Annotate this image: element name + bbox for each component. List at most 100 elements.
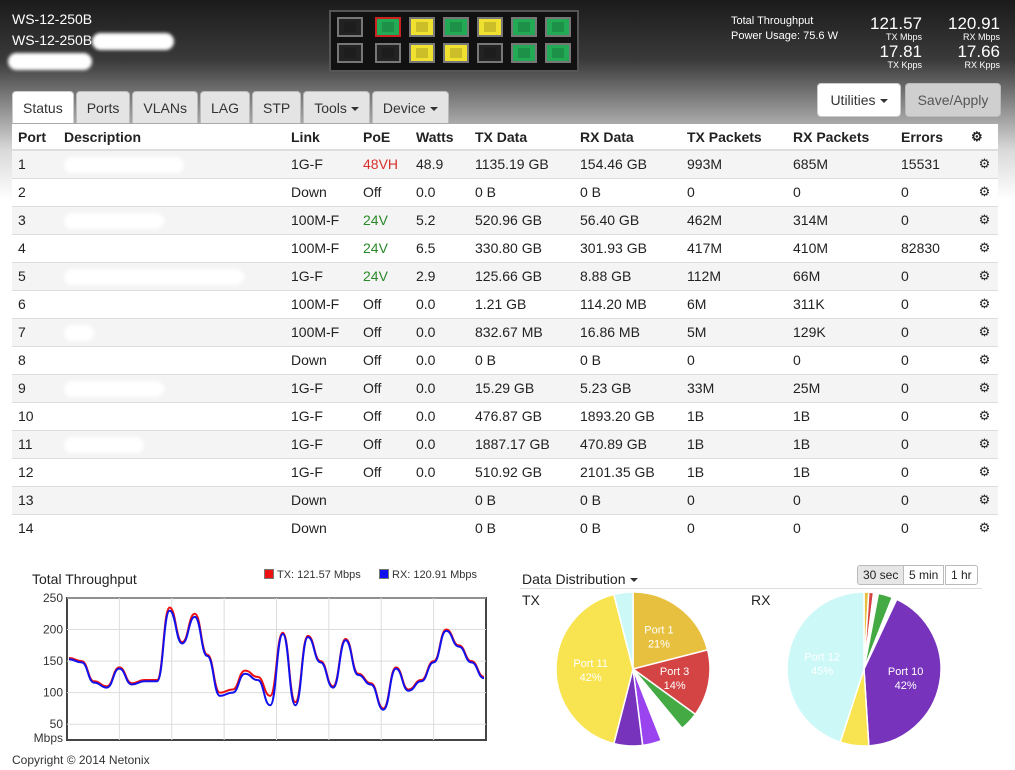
distribution-divider — [520, 588, 982, 589]
col-port[interactable]: Port — [12, 124, 58, 151]
col-rx-data[interactable]: RX Data — [574, 124, 681, 151]
port-settings-gear-icon[interactable]: ⚙ — [965, 317, 998, 346]
rx-swatch — [379, 569, 389, 579]
table-row[interactable]: 10 1G-F Off 0.0 476.87 GB 1893.20 GB 1B 1B 0 ⚙ — [12, 401, 998, 430]
tab-stp[interactable]: STP — [251, 91, 302, 123]
tab-ports[interactable]: Ports — [75, 91, 131, 123]
port-settings-gear-icon[interactable]: ⚙ — [965, 233, 998, 262]
port-indicator-8[interactable] — [337, 43, 363, 63]
port-indicator-1[interactable] — [337, 17, 363, 37]
col-link[interactable]: Link — [285, 124, 357, 151]
pie-slice-label: Port 1 — [644, 625, 673, 637]
cell-watts: 2.9 — [410, 261, 469, 290]
table-row[interactable]: 1 1G-F 48VH 48.9 1135.19 GB 154.46 GB 993M 685M… — [12, 149, 998, 178]
cell-errors: 0 — [895, 457, 965, 486]
cell-tx-packets: 6M — [681, 289, 787, 318]
col-watts[interactable]: Watts — [410, 124, 469, 151]
col-description[interactable]: Description — [58, 124, 285, 151]
data-distribution-menu[interactable]: Data Distribution — [522, 571, 638, 587]
utilities-button[interactable]: Utilities — [817, 83, 901, 117]
tab-device[interactable]: Device — [371, 91, 449, 123]
tab-tools[interactable]: Tools — [303, 91, 370, 123]
port-indicator-14[interactable] — [545, 43, 571, 63]
cell-description — [58, 205, 285, 234]
tx-swatch — [264, 569, 274, 579]
device-name-secondary: WS-12-250B — [12, 32, 93, 48]
port-indicator-4[interactable] — [443, 17, 469, 37]
column-settings-gear-icon[interactable]: ⚙ — [965, 124, 998, 151]
port-settings-gear-icon[interactable]: ⚙ — [965, 177, 998, 206]
port-indicator-13[interactable] — [511, 43, 537, 63]
tx-kpps-unit: TX Kpps — [887, 60, 922, 70]
port-indicator-6[interactable] — [511, 17, 537, 37]
tab-status[interactable]: Status — [12, 91, 74, 123]
cell-errors: 0 — [895, 373, 965, 402]
cell-poe: Off — [357, 177, 410, 206]
port-settings-gear-icon[interactable]: ⚙ — [965, 429, 998, 458]
port-settings-gear-icon[interactable]: ⚙ — [965, 149, 998, 178]
tab-vlans[interactable]: VLANs — [132, 91, 198, 123]
cell-watts: 48.9 — [410, 149, 469, 178]
cell-poe — [357, 513, 410, 542]
tab-device-label: Device — [382, 100, 426, 116]
y-tick-label: 100 — [43, 686, 63, 700]
port-settings-gear-icon[interactable]: ⚙ — [965, 373, 998, 402]
col-tx-packets[interactable]: TX Packets — [681, 124, 787, 151]
port-indicator-12[interactable] — [477, 43, 503, 63]
col-tx-data[interactable]: TX Data — [469, 124, 574, 151]
range-5-min[interactable]: 5 min — [903, 565, 945, 585]
col-errors[interactable]: Errors — [895, 124, 965, 151]
cell-rx-packets: 0 — [787, 485, 895, 514]
port-indicator-10[interactable] — [409, 43, 435, 63]
cell-rx-packets: 1B — [787, 457, 895, 486]
cell-description — [58, 289, 285, 318]
cell-watts: 0.0 — [410, 177, 469, 206]
port-indicator-7[interactable] — [545, 17, 571, 37]
cell-watts: 5.2 — [410, 205, 469, 234]
chevron-down-icon — [629, 578, 638, 583]
port-indicator-2[interactable] — [375, 17, 401, 37]
cell-tx-data: 1.21 GB — [469, 289, 574, 318]
cell-watts: 0.0 — [410, 345, 469, 374]
redacted-name — [92, 33, 174, 50]
table-row[interactable]: 9 1G-F Off 0.0 15.29 GB 5.23 GB 33M 25M 0 ⚙ — [12, 373, 998, 402]
port-settings-gear-icon[interactable]: ⚙ — [965, 289, 998, 318]
table-row[interactable]: 5 1G-F 24V 2.9 125.66 GB 8.88 GB 112M 66M 0 ⚙ — [12, 261, 998, 290]
cell-watts: 0.0 — [410, 457, 469, 486]
port-indicator-9[interactable] — [375, 43, 401, 63]
port-indicator-5[interactable] — [477, 17, 503, 37]
cell-description — [58, 429, 285, 458]
table-row[interactable]: 3 100M-F 24V 5.2 520.96 GB 56.40 GB 462M 314M 0 ⚙ — [12, 205, 998, 234]
col-poe[interactable]: PoE — [357, 124, 410, 151]
range-30-sec[interactable]: 30 sec — [857, 565, 905, 585]
table-row[interactable]: 12 1G-F Off 0.0 510.92 GB 2101.35 GB 1B 1B 0 ⚙ — [12, 457, 998, 486]
cell-errors: 0 — [895, 317, 965, 346]
cell-watts: 0.0 — [410, 373, 469, 402]
range-1-hr[interactable]: 1 hr — [945, 565, 978, 585]
port-settings-gear-icon[interactable]: ⚙ — [965, 457, 998, 486]
tab-lag[interactable]: LAG — [199, 91, 250, 123]
port-settings-gear-icon[interactable]: ⚙ — [965, 513, 998, 542]
port-indicator-11[interactable] — [443, 43, 469, 63]
table-row[interactable]: 11 1G-F Off 0.0 1887.17 GB 470.89 GB 1B 1B 0 ⚙ — [12, 429, 998, 458]
port-settings-gear-icon[interactable]: ⚙ — [965, 345, 998, 374]
table-row[interactable]: 6 100M-F Off 0.0 1.21 GB 114.20 MB 6M 311K 0 ⚙ — [12, 289, 998, 318]
table-row[interactable]: 4 100M-F 24V 6.5 330.80 GB 301.93 GB 417M 410M 8… — [12, 233, 998, 262]
cell-tx-packets: 5M — [681, 317, 787, 346]
cell-poe: 24V — [357, 205, 410, 234]
cell-rx-data: 0 B — [574, 177, 681, 206]
save-apply-button[interactable]: Save/Apply — [905, 83, 1001, 117]
port-settings-gear-icon[interactable]: ⚙ — [965, 261, 998, 290]
port-indicator-3[interactable] — [409, 17, 435, 37]
port-settings-gear-icon[interactable]: ⚙ — [965, 205, 998, 234]
port-settings-gear-icon[interactable]: ⚙ — [965, 485, 998, 514]
rx-pie-title: RX — [751, 592, 771, 608]
col-rx-packets[interactable]: RX Packets — [787, 124, 895, 151]
port-settings-gear-icon[interactable]: ⚙ — [965, 401, 998, 430]
table-row[interactable]: 7 100M-F Off 0.0 832.67 MB 16.86 MB 5M 129K 0 ⚙ — [12, 317, 998, 346]
cell-rx-packets: 0 — [787, 177, 895, 206]
